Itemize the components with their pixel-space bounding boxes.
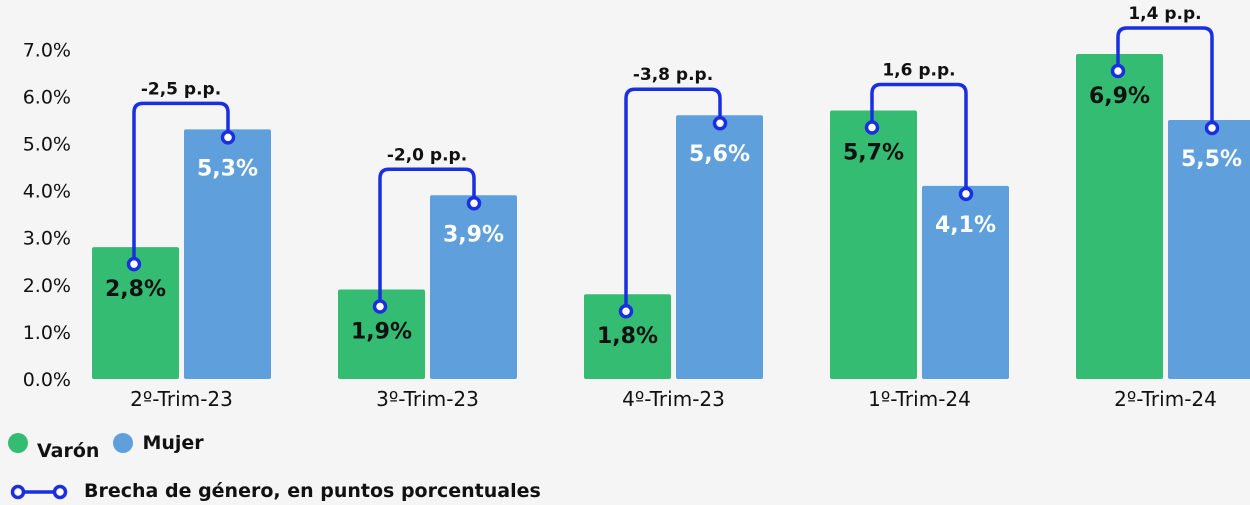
legend-gap-label: Brecha de género, en puntos porcentuales bbox=[84, 480, 541, 502]
bar-female-value-label: 4,1% bbox=[935, 213, 996, 238]
gap-value-label: -3,8 p.p. bbox=[633, 65, 713, 85]
gap-marker-male bbox=[126, 256, 142, 272]
gap-marker-female bbox=[220, 130, 236, 145]
x-tick-label: 2º-Trim-23 bbox=[130, 387, 233, 411]
bar-female-value-label: 5,6% bbox=[689, 142, 750, 167]
gap-line-icon bbox=[10, 484, 68, 500]
x-tick-label: 3º-Trim-23 bbox=[376, 387, 479, 411]
legend-male-label: Varón bbox=[37, 440, 100, 462]
legend-male-dot-icon bbox=[8, 433, 28, 453]
bar-male bbox=[830, 110, 917, 379]
y-tick-label: 7.0% bbox=[23, 39, 71, 61]
bar-male-value-label: 1,9% bbox=[351, 320, 412, 345]
gap-value-label: 1,4 p.p. bbox=[1128, 4, 1201, 24]
gap-bracket-line bbox=[132, 101, 230, 265]
gap-marker-male bbox=[372, 299, 388, 314]
legend-female-dot-icon bbox=[113, 433, 134, 453]
y-tick-label: 0.0% bbox=[23, 369, 71, 391]
bar-male-value-label: 2,8% bbox=[105, 277, 166, 302]
gap-marker-female bbox=[958, 186, 974, 202]
y-tick-label: 1.0% bbox=[23, 322, 71, 344]
y-tick-label: 2.0% bbox=[23, 275, 71, 297]
gap-marker-female bbox=[1204, 120, 1220, 136]
gap-marker-female bbox=[712, 115, 728, 131]
bar-male-value-label: 1,8% bbox=[597, 324, 658, 349]
bar-male bbox=[338, 289, 425, 379]
x-tick-label: 1º-Trim-24 bbox=[868, 387, 971, 411]
gap-marker-male bbox=[864, 120, 880, 135]
bar-female-value-label: 5,5% bbox=[1181, 147, 1242, 172]
bar-male bbox=[1076, 54, 1163, 379]
gap-marker-male bbox=[1110, 63, 1126, 79]
bar-female bbox=[184, 129, 271, 379]
legend-gap: Brecha de género, en puntos porcentuales bbox=[8, 480, 541, 502]
y-tick-label: 6.0% bbox=[23, 86, 71, 108]
legend-item-male: Varón bbox=[8, 432, 99, 462]
bar-male bbox=[92, 247, 179, 379]
bar-male bbox=[584, 294, 671, 379]
bar-male-value-label: 5,7% bbox=[843, 141, 904, 166]
gap-value-label: 1,6 p.p. bbox=[882, 61, 955, 81]
y-tick-label: 5.0% bbox=[23, 134, 71, 156]
legend-female-label: Mujer bbox=[142, 432, 204, 454]
gap-value-label: -2,5 p.p. bbox=[141, 79, 221, 99]
bar-female bbox=[676, 115, 763, 380]
gap-value-label: -2,0 p.p. bbox=[387, 145, 467, 165]
bar-female-value-label: 3,9% bbox=[443, 222, 504, 247]
y-tick-label: 3.0% bbox=[23, 228, 71, 250]
x-tick-label: 4º-Trim-23 bbox=[622, 387, 725, 411]
gap-marker-male bbox=[618, 303, 634, 319]
bar-female bbox=[1168, 119, 1250, 379]
bar-female bbox=[430, 195, 517, 379]
x-tick-label: 2º-Trim-24 bbox=[1114, 387, 1217, 411]
bar-female bbox=[922, 185, 1009, 379]
gap-bracket-line bbox=[870, 82, 968, 194]
bar-male-value-label: 6,9% bbox=[1089, 84, 1150, 109]
legend-item-female: Mujer bbox=[113, 432, 204, 454]
gap-bracket-line bbox=[378, 167, 476, 307]
legend-bars: Varón Mujer bbox=[8, 432, 218, 462]
y-tick-label: 4.0% bbox=[23, 181, 71, 203]
gap-marker-female bbox=[466, 196, 482, 211]
gap-bracket-line bbox=[624, 87, 722, 312]
gap-bracket-line bbox=[1116, 26, 1214, 128]
bar-female-value-label: 5,3% bbox=[197, 156, 258, 181]
